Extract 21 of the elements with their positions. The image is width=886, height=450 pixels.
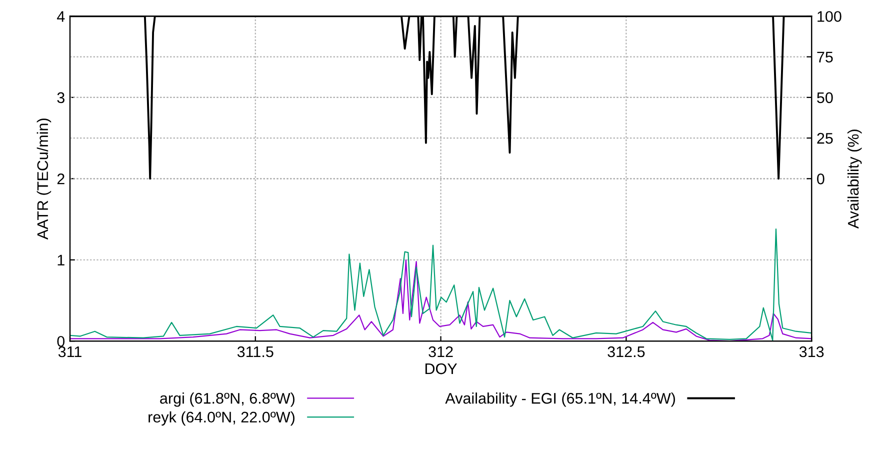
y2-tick-label: 25 <box>817 132 833 144</box>
y-tick-label: 0 <box>57 336 65 347</box>
y2-axis-title: Availability (%) <box>847 130 862 229</box>
x-axis-title: DOY <box>425 363 457 374</box>
y-tick-label: 3 <box>57 92 64 104</box>
y2-tick-label: 0 <box>817 174 824 184</box>
y-tick-label: 1 <box>58 254 64 266</box>
x-tick-label: 311.5 <box>237 346 274 358</box>
legend-label: Availability - EGI (65.1ºN, 14.4ºW) <box>445 392 675 407</box>
x-tick-label: 311 <box>58 346 82 358</box>
y2-tick-label: 100 <box>818 11 842 22</box>
y-axis-title: AATR (TECu/min) <box>36 118 52 240</box>
x-tick-label: 313 <box>799 346 824 358</box>
x-tick-label: 312 <box>428 346 453 358</box>
legend-label: reyk (64.0ºN, 22.0ºW) <box>148 411 294 426</box>
y-tick-label: 4 <box>56 11 65 22</box>
y-tick-label: 2 <box>57 174 64 184</box>
x-tick-label: 312.5 <box>608 346 645 358</box>
y2-tick-label: 75 <box>817 52 833 62</box>
y2-tick-label: 50 <box>817 92 833 104</box>
legend-label: argi (61.8ºN, 6.8ºW) <box>160 392 294 407</box>
